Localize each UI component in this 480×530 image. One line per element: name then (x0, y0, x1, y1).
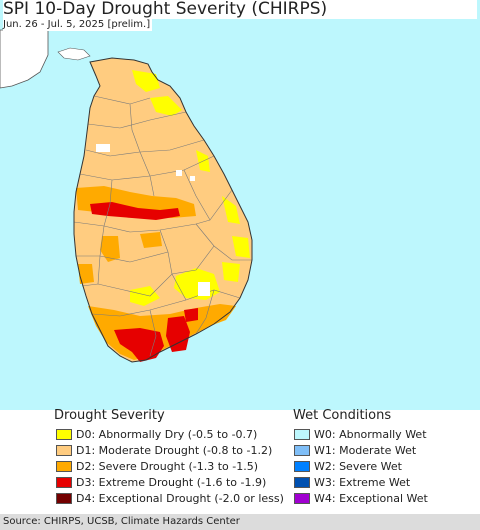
d3-patch (114, 328, 164, 362)
no-data-speck (198, 282, 210, 296)
d2-patch (78, 264, 94, 284)
boundary-line (195, 289, 215, 335)
boundary-line (129, 103, 155, 197)
legend-label-w3: W3: Extreme Wet (314, 476, 411, 489)
source-credit: Source: CHIRPS, UCSB, Climate Hazards Ce… (3, 516, 240, 527)
boundary-line (97, 179, 113, 285)
legend-label-w4: W4: Exceptional Wet (314, 492, 428, 505)
no-data-speck (190, 176, 195, 181)
no-data-specks (96, 144, 210, 296)
source-footer: Source: CHIRPS, UCSB, Climate Hazards Ce… (0, 514, 480, 530)
swatch-d2 (56, 461, 72, 472)
legend-label-d2: D2: Severe Drought (-1.3 to -1.5) (76, 460, 259, 473)
district-boundaries (73, 95, 252, 357)
swatch-d3 (56, 477, 72, 488)
boundary-line (91, 289, 241, 317)
legend: Drought Severity Wet Conditions D0: Abno… (0, 406, 480, 514)
boundary-line (73, 219, 211, 233)
legend-label-w0: W0: Abnormally Wet (314, 428, 427, 441)
jaffna-islets (57, 47, 91, 61)
legend-label-d1: D1: Moderate Drought (-0.8 to -1.2) (76, 444, 273, 457)
d3-patch (166, 316, 190, 352)
no-data-speck (176, 170, 182, 176)
boundary-line (76, 251, 169, 263)
legend-label-d0: D0: Abnormally Dry (-0.5 to -0.7) (76, 428, 258, 441)
legend-label-d3: D3: Extreme Drought (-1.6 to -1.9) (76, 476, 267, 489)
wet-legend-heading: Wet Conditions (293, 408, 392, 423)
d2-patch (140, 232, 162, 248)
d0-patch (150, 96, 182, 116)
swatch-w4 (294, 493, 310, 504)
boundary-line (159, 229, 187, 301)
d3-patch (184, 308, 198, 322)
swatch-d1 (56, 445, 72, 456)
swatch-d0 (56, 429, 72, 440)
d0-patch (222, 196, 240, 224)
map-date-range: Jun. 26 - Jul. 5, 2025 [prelim.] (3, 19, 153, 31)
legend-label-d4: D4: Exceptional Drought (-2.0 or less) (76, 492, 284, 505)
map-title: SPI 10-Day Drought Severity (CHIRPS) (3, 0, 477, 19)
boundary-line (195, 223, 252, 261)
boundary-line (81, 245, 215, 297)
drought-map (0, 0, 480, 410)
d0-patch (132, 70, 160, 92)
d0-patch (130, 286, 160, 306)
swatch-w1 (294, 445, 310, 456)
d0-patch (232, 236, 250, 258)
swatch-w3 (294, 477, 310, 488)
drought-legend-heading: Drought Severity (54, 408, 165, 423)
boundary-line (149, 309, 157, 357)
india-coast (0, 29, 49, 89)
d0-patch (222, 262, 240, 282)
boundary-line (79, 155, 215, 181)
no-data-speck (96, 144, 110, 152)
d2-patch (100, 236, 120, 262)
boundary-line (87, 111, 187, 129)
d3-patch (90, 202, 180, 220)
boundary-line (183, 169, 233, 221)
swatch-w0 (294, 429, 310, 440)
legend-label-w1: W1: Moderate Wet (314, 444, 417, 457)
swatch-w2 (294, 461, 310, 472)
swatch-d4 (56, 493, 72, 504)
legend-label-w2: W2: Severe Wet (314, 460, 402, 473)
sri-lanka-outline (73, 57, 253, 363)
